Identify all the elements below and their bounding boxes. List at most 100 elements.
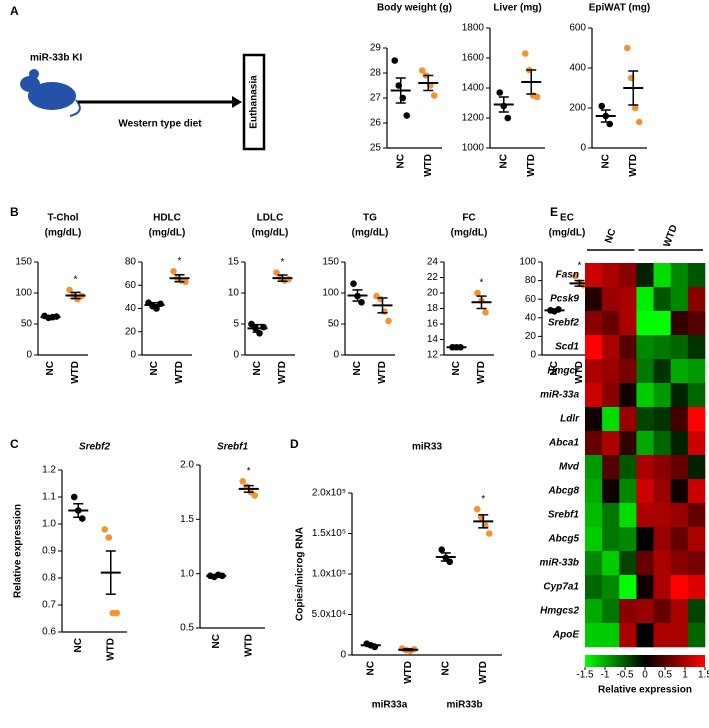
heatmap-cell	[687, 359, 706, 384]
row-label: Mvd	[559, 462, 580, 473]
chart-title: (mg/dL)	[149, 228, 186, 239]
heatmap-cell	[687, 623, 706, 648]
x-tick-label: NC	[549, 361, 560, 375]
heatmap-cell	[619, 551, 637, 576]
mouse-icon	[20, 69, 81, 117]
x-tick-label: NC	[440, 661, 451, 675]
colorbar-tick-label: -1.5	[576, 670, 594, 681]
chart-title: miR33	[412, 442, 442, 453]
box-label: Euthanasia	[249, 75, 260, 129]
arrow-label: Western type diet	[118, 119, 202, 130]
heatmap-cell	[687, 383, 706, 408]
colorbar-tick-label: -0.5	[616, 670, 634, 681]
heatmap-cell	[619, 287, 637, 312]
y-tick-label: 0	[26, 350, 32, 361]
heatmap-cell	[636, 383, 654, 408]
heatmap-cell	[636, 575, 654, 600]
chart-title: (mg/dL)	[549, 228, 586, 239]
y-tick-label: 26	[370, 118, 382, 129]
heatmap-cell	[687, 479, 706, 504]
heatmap-cell	[585, 599, 603, 624]
y-tick-label: 0.5	[180, 623, 194, 634]
chart-title: FC	[462, 213, 475, 224]
y-tick-label: 1.0	[180, 568, 194, 579]
x-tick-label: NC	[149, 361, 160, 375]
heatmap-cell	[636, 455, 654, 480]
heatmap-cell	[653, 575, 672, 600]
y-axis-label: Copies/microg RNA	[295, 527, 306, 621]
heatmap-cell	[585, 479, 603, 504]
heatmap-cell	[602, 551, 620, 576]
heatmap-cell	[619, 623, 637, 648]
colorbar-tick-label: 1.5	[698, 670, 709, 681]
panel-label: D	[290, 437, 299, 451]
y-tick-label: 5	[233, 319, 239, 330]
heatmap-cell	[636, 335, 654, 360]
x-tick-label: WTD	[403, 661, 414, 684]
heatmap-cell	[585, 335, 603, 360]
row-label: Hmgcs2	[540, 606, 579, 617]
chart-title: (mg/dL)	[352, 228, 389, 239]
data-point	[78, 515, 86, 522]
heatmap-cell	[636, 623, 654, 648]
heatmap-cell	[687, 575, 706, 600]
significance: *	[74, 275, 78, 286]
y-tick-label: 1800	[462, 23, 485, 34]
heatmap-cell	[687, 599, 706, 624]
heatmap-cell	[619, 311, 637, 336]
heatmap-cell	[636, 551, 654, 576]
data-point	[418, 67, 426, 74]
data-point	[598, 102, 606, 110]
heatmap-cell	[653, 455, 672, 480]
heatmap-cell	[636, 479, 654, 504]
heatmap-cell	[653, 407, 672, 432]
y-tick-label: 1.5	[180, 514, 194, 525]
heatmap-cell	[687, 311, 706, 336]
data-point	[504, 114, 512, 122]
y-tick-label: 18	[427, 303, 439, 314]
data-point	[70, 493, 78, 501]
heatmap-cell	[653, 527, 672, 552]
heatmap-cell	[602, 503, 620, 528]
x-tick-label: WTD	[174, 361, 185, 384]
heatmap-cell	[585, 407, 603, 432]
data-point	[170, 268, 177, 275]
significance: *	[281, 257, 285, 268]
heatmap-cell	[653, 359, 672, 384]
significance: *	[247, 466, 251, 477]
heatmap-cell	[687, 335, 706, 360]
group-label: miR33b	[446, 700, 482, 711]
row-label: Pcsk9	[550, 294, 579, 305]
column-group-label: WTD	[662, 223, 680, 248]
data-point	[350, 280, 357, 288]
heatmap-cell	[670, 359, 689, 384]
y-tick-label: 20	[125, 326, 137, 337]
heatmap-cell	[636, 503, 654, 528]
data-point	[473, 505, 481, 513]
heatmap-cell	[687, 287, 706, 312]
y-tick-label: 200	[569, 103, 586, 114]
panel-label: B	[10, 205, 19, 219]
heatmap-cell	[687, 503, 706, 528]
data-point	[438, 546, 446, 553]
heatmap-cell	[670, 623, 689, 648]
data-point	[533, 93, 541, 101]
heatmap-cell	[619, 455, 637, 480]
data-point	[446, 558, 454, 566]
y-tick-label: 1.1	[42, 492, 56, 503]
data-point	[474, 289, 481, 297]
heatmap-cell	[670, 479, 689, 504]
y-tick-label: 16	[427, 319, 439, 330]
y-tick-label: 50	[21, 319, 33, 330]
y-tick-label: 100	[15, 288, 32, 299]
data-point	[485, 530, 493, 537]
y-tick-label: 2.0	[180, 460, 194, 471]
heatmap-cell	[585, 623, 603, 648]
data-point	[239, 478, 247, 485]
significance: *	[480, 278, 484, 289]
y-tick-label: 12	[427, 350, 439, 361]
heatmap-cell	[670, 455, 689, 480]
y-tick-label: 1400	[462, 83, 485, 94]
heatmap-cell	[670, 335, 689, 360]
y-tick-label: 1.0	[42, 519, 56, 530]
